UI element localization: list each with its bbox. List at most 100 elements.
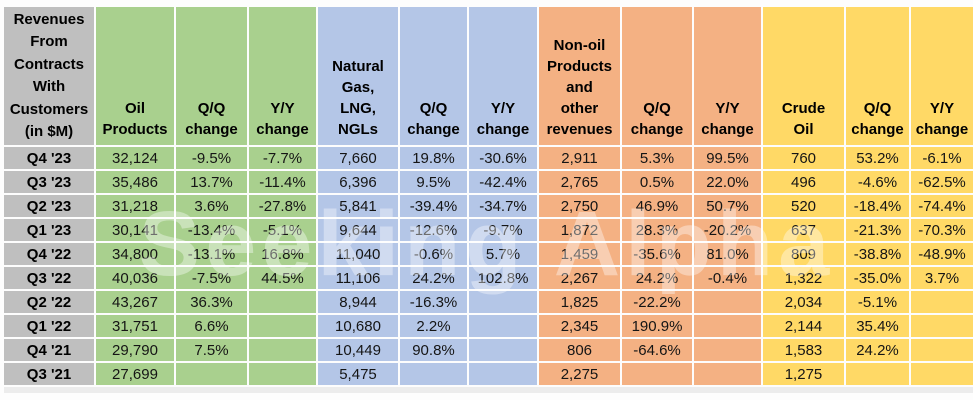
table-cell: 31,751 bbox=[96, 315, 174, 337]
table-row: Q1 '23 30,141 -13.4% -5.1% 9,644 -12.6% -9.7% 1… bbox=[4, 219, 973, 241]
table-cell: 5.3% bbox=[622, 147, 692, 169]
table-cell: 806 bbox=[539, 339, 620, 361]
table-cell: -62.5% bbox=[911, 171, 973, 193]
row-label: Q4 '22 bbox=[4, 243, 94, 265]
table-cell: 90.8% bbox=[400, 339, 467, 361]
table-cell: 29,790 bbox=[96, 339, 174, 361]
table-cell bbox=[694, 363, 761, 385]
table-cell: 16.8% bbox=[249, 243, 316, 265]
table-row: Q3 '21 27,699 5,475 2,275 1,275 bbox=[4, 363, 973, 385]
table-cell: 3.6% bbox=[176, 195, 247, 217]
table-cell: 2.2% bbox=[400, 315, 467, 337]
table-cell: 10,449 bbox=[318, 339, 398, 361]
table-cell: 1,872 bbox=[539, 219, 620, 241]
table-cell: 1,459 bbox=[539, 243, 620, 265]
col-header-non-oil-yy-change: Y/Y change bbox=[694, 7, 761, 145]
table-row: Q4 '21 29,790 7.5% 10,449 90.8% 806 -64.6% 1,58… bbox=[4, 339, 973, 361]
table-cell: 1,825 bbox=[539, 291, 620, 313]
table-row: Q3 '22 40,036 -7.5% 44.5% 11,106 24.2% 102.8% 2… bbox=[4, 267, 973, 289]
table-cell: -70.3% bbox=[911, 219, 973, 241]
table-cell: 81.0% bbox=[694, 243, 761, 265]
table-cell: -18.4% bbox=[846, 195, 909, 217]
table-cell: 11,040 bbox=[318, 243, 398, 265]
table-cell: 34,800 bbox=[96, 243, 174, 265]
table-cell: 496 bbox=[763, 171, 844, 193]
table-cell bbox=[469, 315, 537, 337]
table-cell: 43,267 bbox=[96, 291, 174, 313]
col-header-oil-products: Oil Products bbox=[96, 7, 174, 145]
table-cell: -20.2% bbox=[694, 219, 761, 241]
table-cell: 809 bbox=[763, 243, 844, 265]
table-cell: 3.7% bbox=[911, 267, 973, 289]
table-cell: 53.2% bbox=[846, 147, 909, 169]
table-cell: 5.7% bbox=[469, 243, 537, 265]
table-cell: -39.4% bbox=[400, 195, 467, 217]
row-label: Q3 '22 bbox=[4, 267, 94, 289]
table-cell: 102.8% bbox=[469, 267, 537, 289]
cutoff-next-row bbox=[4, 387, 973, 393]
table-cell: -34.7% bbox=[469, 195, 537, 217]
table-cell bbox=[694, 315, 761, 337]
table-cell: -5.1% bbox=[249, 219, 316, 241]
table-cell bbox=[694, 291, 761, 313]
col-header-non-oil-qq-change: Q/Q change bbox=[622, 7, 692, 145]
row-label: Q2 '22 bbox=[4, 291, 94, 313]
col-header-non-oil: Non-oil Products and other revenues bbox=[539, 7, 620, 145]
table-cell: -27.8% bbox=[249, 195, 316, 217]
table-row: Q4 '22 34,800 -13.1% 16.8% 11,040 -0.6% 5.7% 1,… bbox=[4, 243, 973, 265]
table-cell: -16.3% bbox=[400, 291, 467, 313]
table-cell: 35.4% bbox=[846, 315, 909, 337]
table-cell: -74.4% bbox=[911, 195, 973, 217]
table-cell: 2,345 bbox=[539, 315, 620, 337]
table-cell: 6,396 bbox=[318, 171, 398, 193]
table-cell: -7.7% bbox=[249, 147, 316, 169]
table-cell: 9.5% bbox=[400, 171, 467, 193]
table-cell: -38.8% bbox=[846, 243, 909, 265]
header-row: Revenues From Contracts With Customers (… bbox=[4, 7, 973, 145]
table-cell bbox=[911, 315, 973, 337]
table-cell: -13.4% bbox=[176, 219, 247, 241]
table-cell bbox=[249, 291, 316, 313]
table-cell: -13.1% bbox=[176, 243, 247, 265]
table-cell: -4.6% bbox=[846, 171, 909, 193]
table-cell: 5,475 bbox=[318, 363, 398, 385]
table-cell: 7.5% bbox=[176, 339, 247, 361]
table-cell: 1,583 bbox=[763, 339, 844, 361]
table-cell bbox=[469, 363, 537, 385]
table-cell bbox=[911, 339, 973, 361]
table-cell: 190.9% bbox=[622, 315, 692, 337]
table-cell: 24.2% bbox=[400, 267, 467, 289]
table-cell: 7,660 bbox=[318, 147, 398, 169]
table-cell: -6.1% bbox=[911, 147, 973, 169]
col-header-crude-qq-change: Q/Q change bbox=[846, 7, 909, 145]
table-cell: -9.5% bbox=[176, 147, 247, 169]
table-cell: 32,124 bbox=[96, 147, 174, 169]
table-row: Q2 '23 31,218 3.6% -27.8% 5,841 -39.4% -34.7% 2… bbox=[4, 195, 973, 217]
table-cell: 9,644 bbox=[318, 219, 398, 241]
table-cell: -42.4% bbox=[469, 171, 537, 193]
table-cell: -11.4% bbox=[249, 171, 316, 193]
row-label: Q4 '21 bbox=[4, 339, 94, 361]
table-cell: -21.3% bbox=[846, 219, 909, 241]
table-cell bbox=[911, 291, 973, 313]
table-row: Q1 '22 31,751 6.6% 10,680 2.2% 2,345 190.9% 2,1… bbox=[4, 315, 973, 337]
table-cell bbox=[469, 339, 537, 361]
table-cell: 1,322 bbox=[763, 267, 844, 289]
table-row: Q2 '22 43,267 36.3% 8,944 -16.3% 1,825 -22.2% 2… bbox=[4, 291, 973, 313]
table-cell: 35,486 bbox=[96, 171, 174, 193]
col-header-gas-yy-change: Y/Y change bbox=[469, 7, 537, 145]
table-cell: -35.0% bbox=[846, 267, 909, 289]
table-cell: -0.6% bbox=[400, 243, 467, 265]
table-cell: -0.4% bbox=[694, 267, 761, 289]
table-body: Q4 '23 32,124 -9.5% -7.7% 7,660 19.8% -30.6% 2,… bbox=[4, 147, 973, 385]
table-cell: 520 bbox=[763, 195, 844, 217]
col-header-crude-yy-change: Y/Y change bbox=[911, 7, 973, 145]
table-cell: 36.3% bbox=[176, 291, 247, 313]
table-cell bbox=[694, 339, 761, 361]
table-cell: 22.0% bbox=[694, 171, 761, 193]
table-cell: 44.5% bbox=[249, 267, 316, 289]
table-cell: 99.5% bbox=[694, 147, 761, 169]
row-label: Q1 '23 bbox=[4, 219, 94, 241]
col-header-oil-qq-change: Q/Q change bbox=[176, 7, 247, 145]
